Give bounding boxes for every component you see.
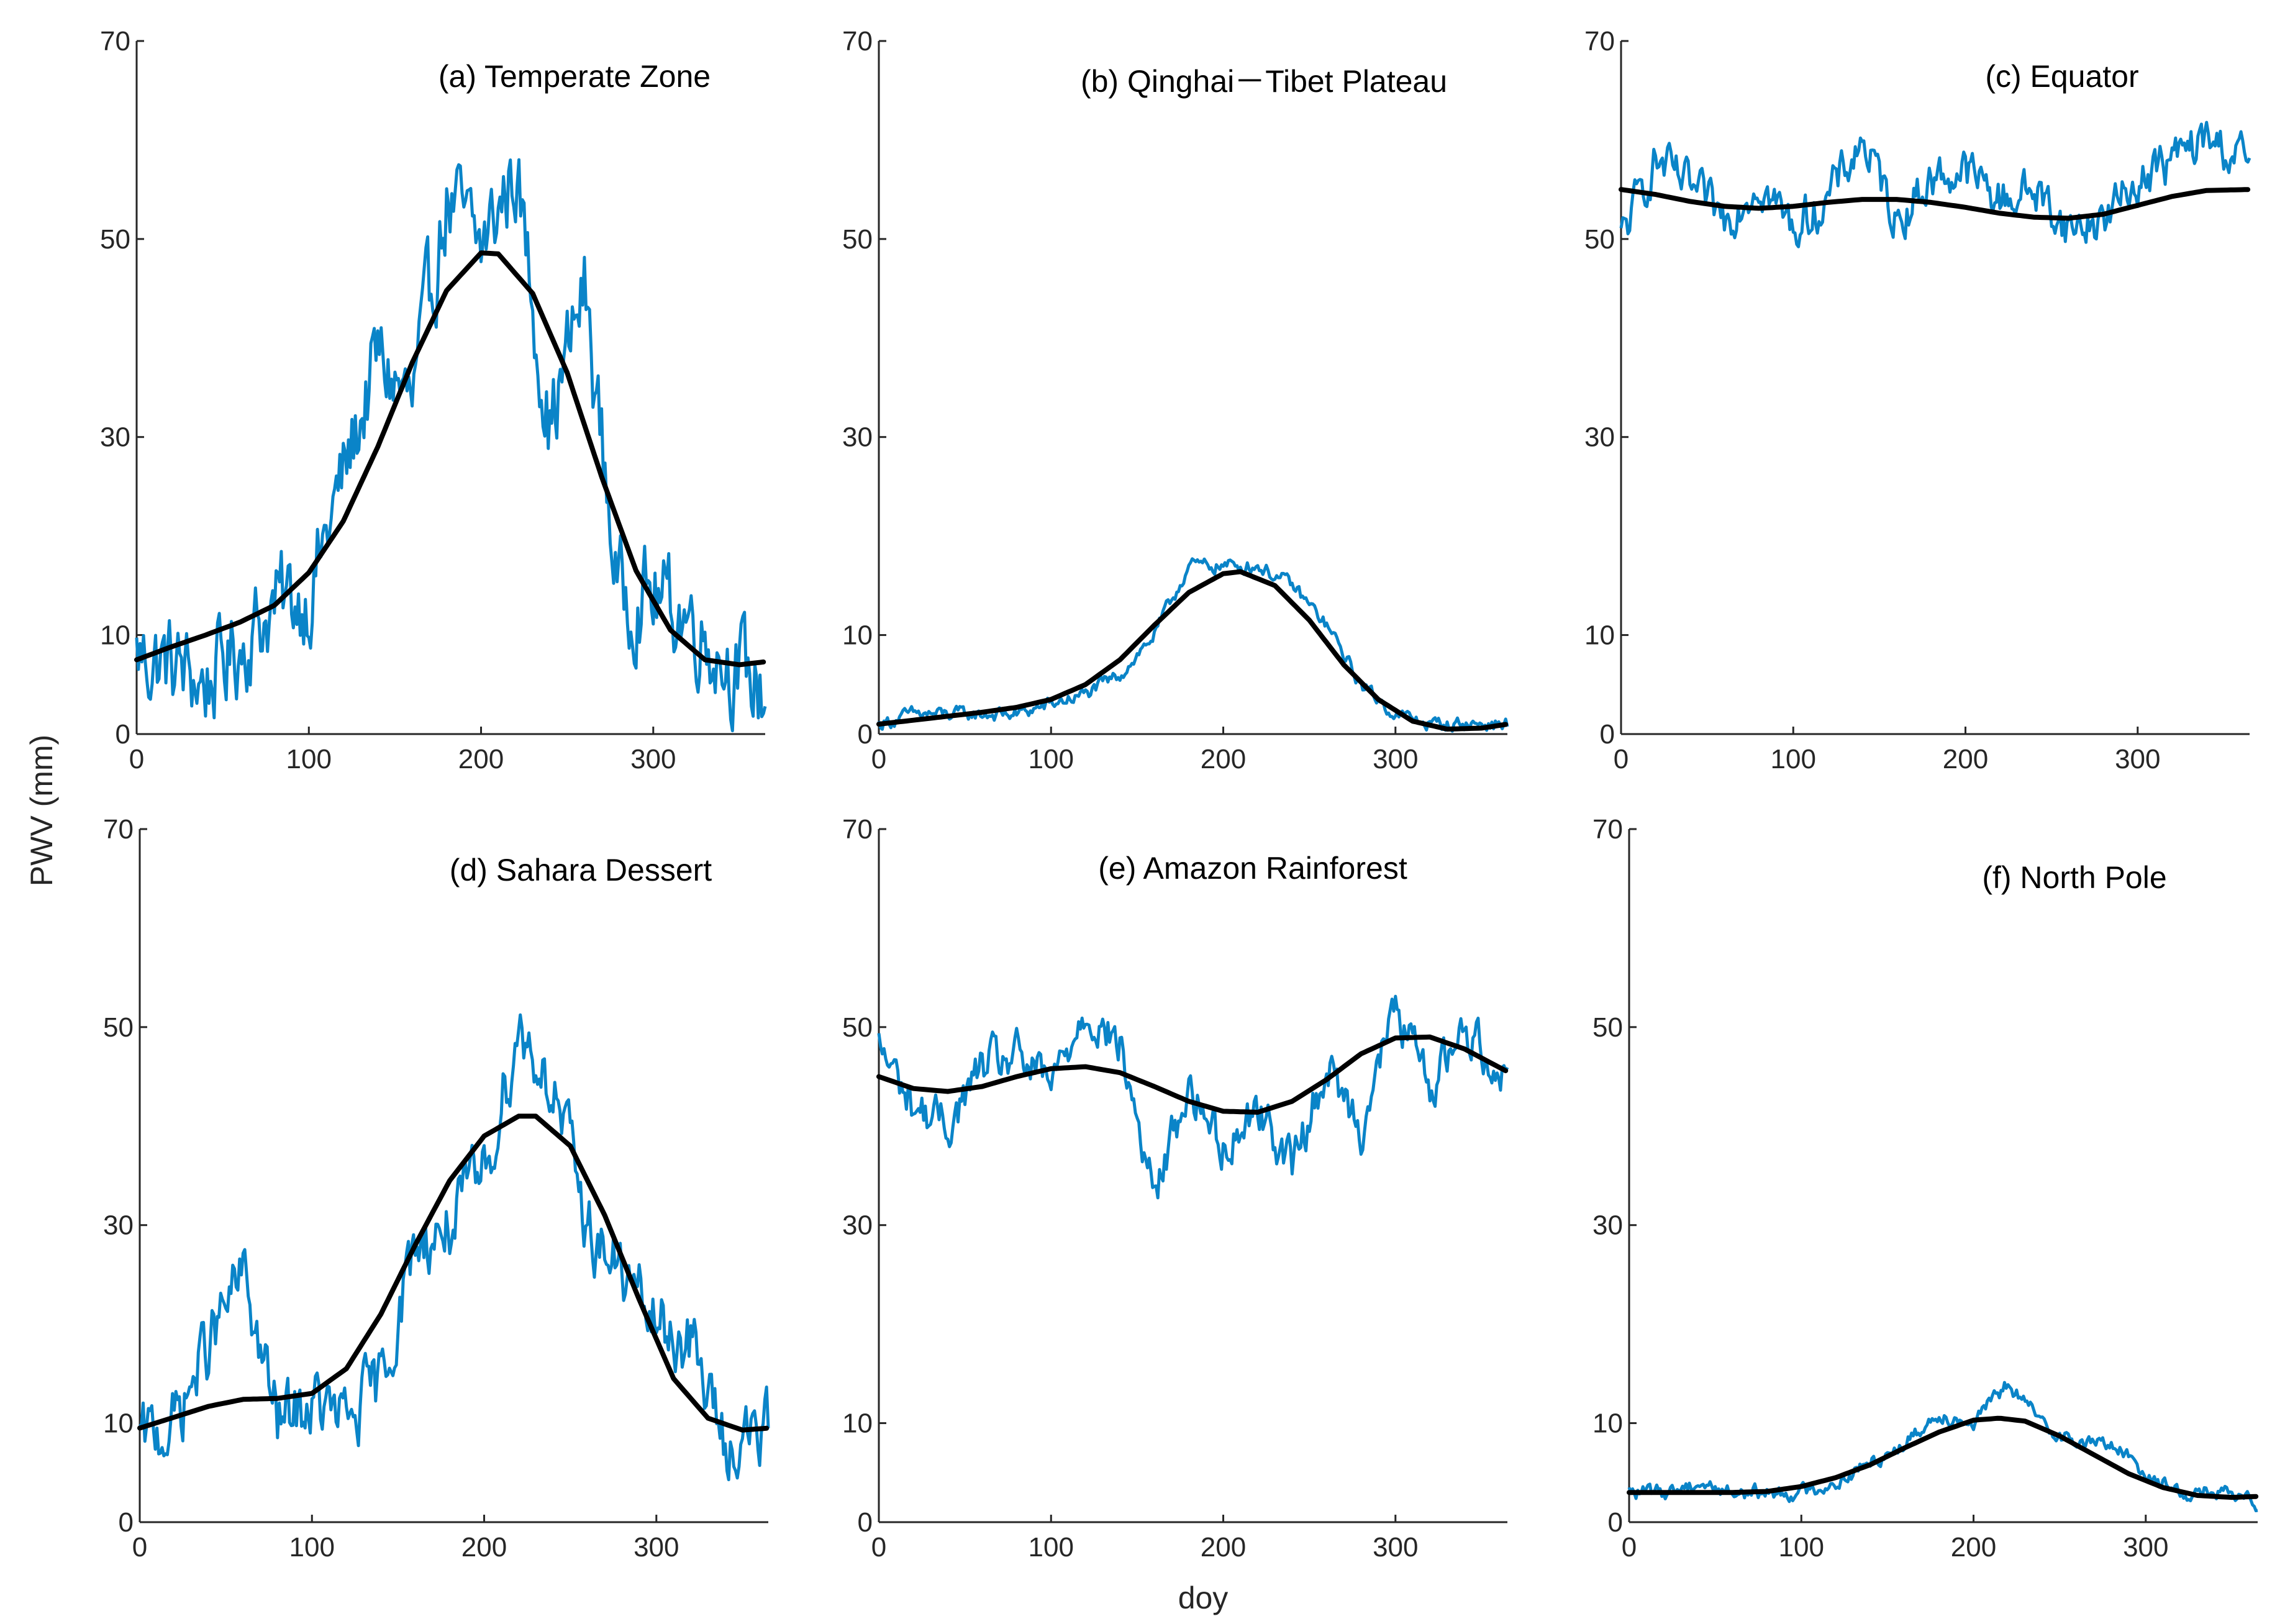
panel-c: 0 10 30 50 70 0 100 200 300 (c) Equator xyxy=(1584,26,2251,774)
y-tick-label: 10 xyxy=(842,620,873,651)
y-tick-label: 30 xyxy=(842,422,873,453)
x-tick-label: 100 xyxy=(1779,1532,1824,1563)
y-tick-label: 30 xyxy=(103,1210,134,1241)
x-tick-label: 100 xyxy=(1029,744,1074,774)
panel-d: 0 10 30 50 70 0 100 200 300 (d) Sahara Dessert xyxy=(103,814,770,1563)
panel-a: 0 10 30 50 70 0 100 200 300 (a) Temperate Zone xyxy=(100,26,767,774)
observed-pwv-line xyxy=(877,994,1509,1200)
y-tick-label: 30 xyxy=(100,422,130,453)
y-tick-label: 10 xyxy=(103,1409,134,1439)
x-tick-label: 200 xyxy=(1201,1532,1246,1563)
y-tick-label: 70 xyxy=(1592,814,1623,845)
y-tick-label: 50 xyxy=(100,224,130,255)
x-tick-label: 100 xyxy=(1029,1532,1074,1563)
panel-b: 0 10 30 50 70 0 100 200 300 (b) Qinghai－Tibet Pla… xyxy=(842,26,1509,774)
observed-pwv-line xyxy=(135,158,767,733)
x-tick-label: 100 xyxy=(286,744,332,774)
y-tick-label: 0 xyxy=(1600,719,1615,750)
y-tick-label: 10 xyxy=(1584,620,1615,651)
fitted-pwv-curve xyxy=(1619,187,2251,221)
fitted-pwv-curve xyxy=(1627,1415,2259,1500)
y-tick-label: 0 xyxy=(858,1507,873,1538)
panel-title: (d) Sahara Dessert xyxy=(450,853,712,887)
y-tick-label: 30 xyxy=(842,1210,873,1241)
y-tick-label: 50 xyxy=(1592,1012,1623,1043)
y-tick-label: 70 xyxy=(842,814,873,845)
x-tick-label: 200 xyxy=(461,1532,507,1563)
y-tick-label: 50 xyxy=(842,224,873,255)
x-tick-label: 300 xyxy=(634,1532,679,1563)
x-tick-label: 0 xyxy=(871,744,886,774)
y-tick-label: 30 xyxy=(1584,422,1615,453)
x-tick-label: 300 xyxy=(1373,1532,1418,1563)
y-tick-label: 70 xyxy=(1584,26,1615,57)
x-tick-label: 0 xyxy=(1622,1532,1637,1563)
panel-title: (f) North Pole xyxy=(1982,860,2166,895)
observed-pwv-line xyxy=(1619,120,2251,248)
x-tick-label: 0 xyxy=(129,744,144,774)
x-axis-label: doy xyxy=(1178,1581,1229,1615)
x-tick-label: 0 xyxy=(871,1532,886,1563)
x-tick-label: 100 xyxy=(1771,744,1816,774)
y-tick-label: 0 xyxy=(1608,1507,1623,1538)
x-tick-label: 200 xyxy=(1943,744,1988,774)
panel-f: 0 10 30 50 70 0 100 200 300 (f) North Pole xyxy=(1592,814,2259,1563)
x-tick-label: 100 xyxy=(289,1532,335,1563)
fitted-pwv-curve xyxy=(134,250,766,668)
y-tick-label: 50 xyxy=(1584,224,1615,255)
x-tick-label: 300 xyxy=(2115,744,2160,774)
panel-title: (a) Temperate Zone xyxy=(438,59,711,94)
y-tick-label: 10 xyxy=(100,620,130,651)
observed-pwv-line xyxy=(877,557,1509,733)
y-tick-label: 0 xyxy=(858,719,873,750)
y-tick-label: 70 xyxy=(842,26,873,57)
fitted-pwv-curve xyxy=(876,569,1509,732)
y-axis-label: PWV (mm) xyxy=(24,735,59,886)
x-tick-label: 200 xyxy=(1201,744,1246,774)
y-tick-label: 50 xyxy=(842,1012,873,1043)
y-tick-label: 10 xyxy=(1592,1409,1623,1439)
y-tick-label: 0 xyxy=(119,1507,134,1538)
y-tick-label: 10 xyxy=(842,1409,873,1439)
y-tick-label: 30 xyxy=(1592,1210,1623,1241)
observed-pwv-line xyxy=(1627,1381,2258,1513)
x-tick-label: 300 xyxy=(1373,744,1418,774)
panel-title: (c) Equator xyxy=(1985,59,2138,94)
y-tick-label: 0 xyxy=(116,719,130,750)
x-tick-label: 200 xyxy=(458,744,504,774)
x-tick-label: 0 xyxy=(1614,744,1629,774)
x-tick-label: 300 xyxy=(2123,1532,2168,1563)
y-tick-label: 70 xyxy=(103,814,134,845)
y-tick-label: 70 xyxy=(100,26,130,57)
panel-title: (b) Qinghai－Tibet Plateau xyxy=(1081,64,1447,99)
fitted-pwv-curve xyxy=(137,1114,770,1433)
x-tick-label: 0 xyxy=(132,1532,147,1563)
observed-pwv-line xyxy=(139,1013,770,1482)
x-tick-label: 200 xyxy=(1951,1532,1996,1563)
panel-title: (e) Amazon Rainforest xyxy=(1098,851,1407,886)
x-tick-label: 300 xyxy=(630,744,676,774)
panel-e: 0 10 30 50 70 0 100 200 300 (e) Amazon Rainforest xyxy=(842,814,1509,1563)
y-tick-label: 50 xyxy=(103,1012,134,1043)
fitted-pwv-curve xyxy=(876,1034,1509,1115)
